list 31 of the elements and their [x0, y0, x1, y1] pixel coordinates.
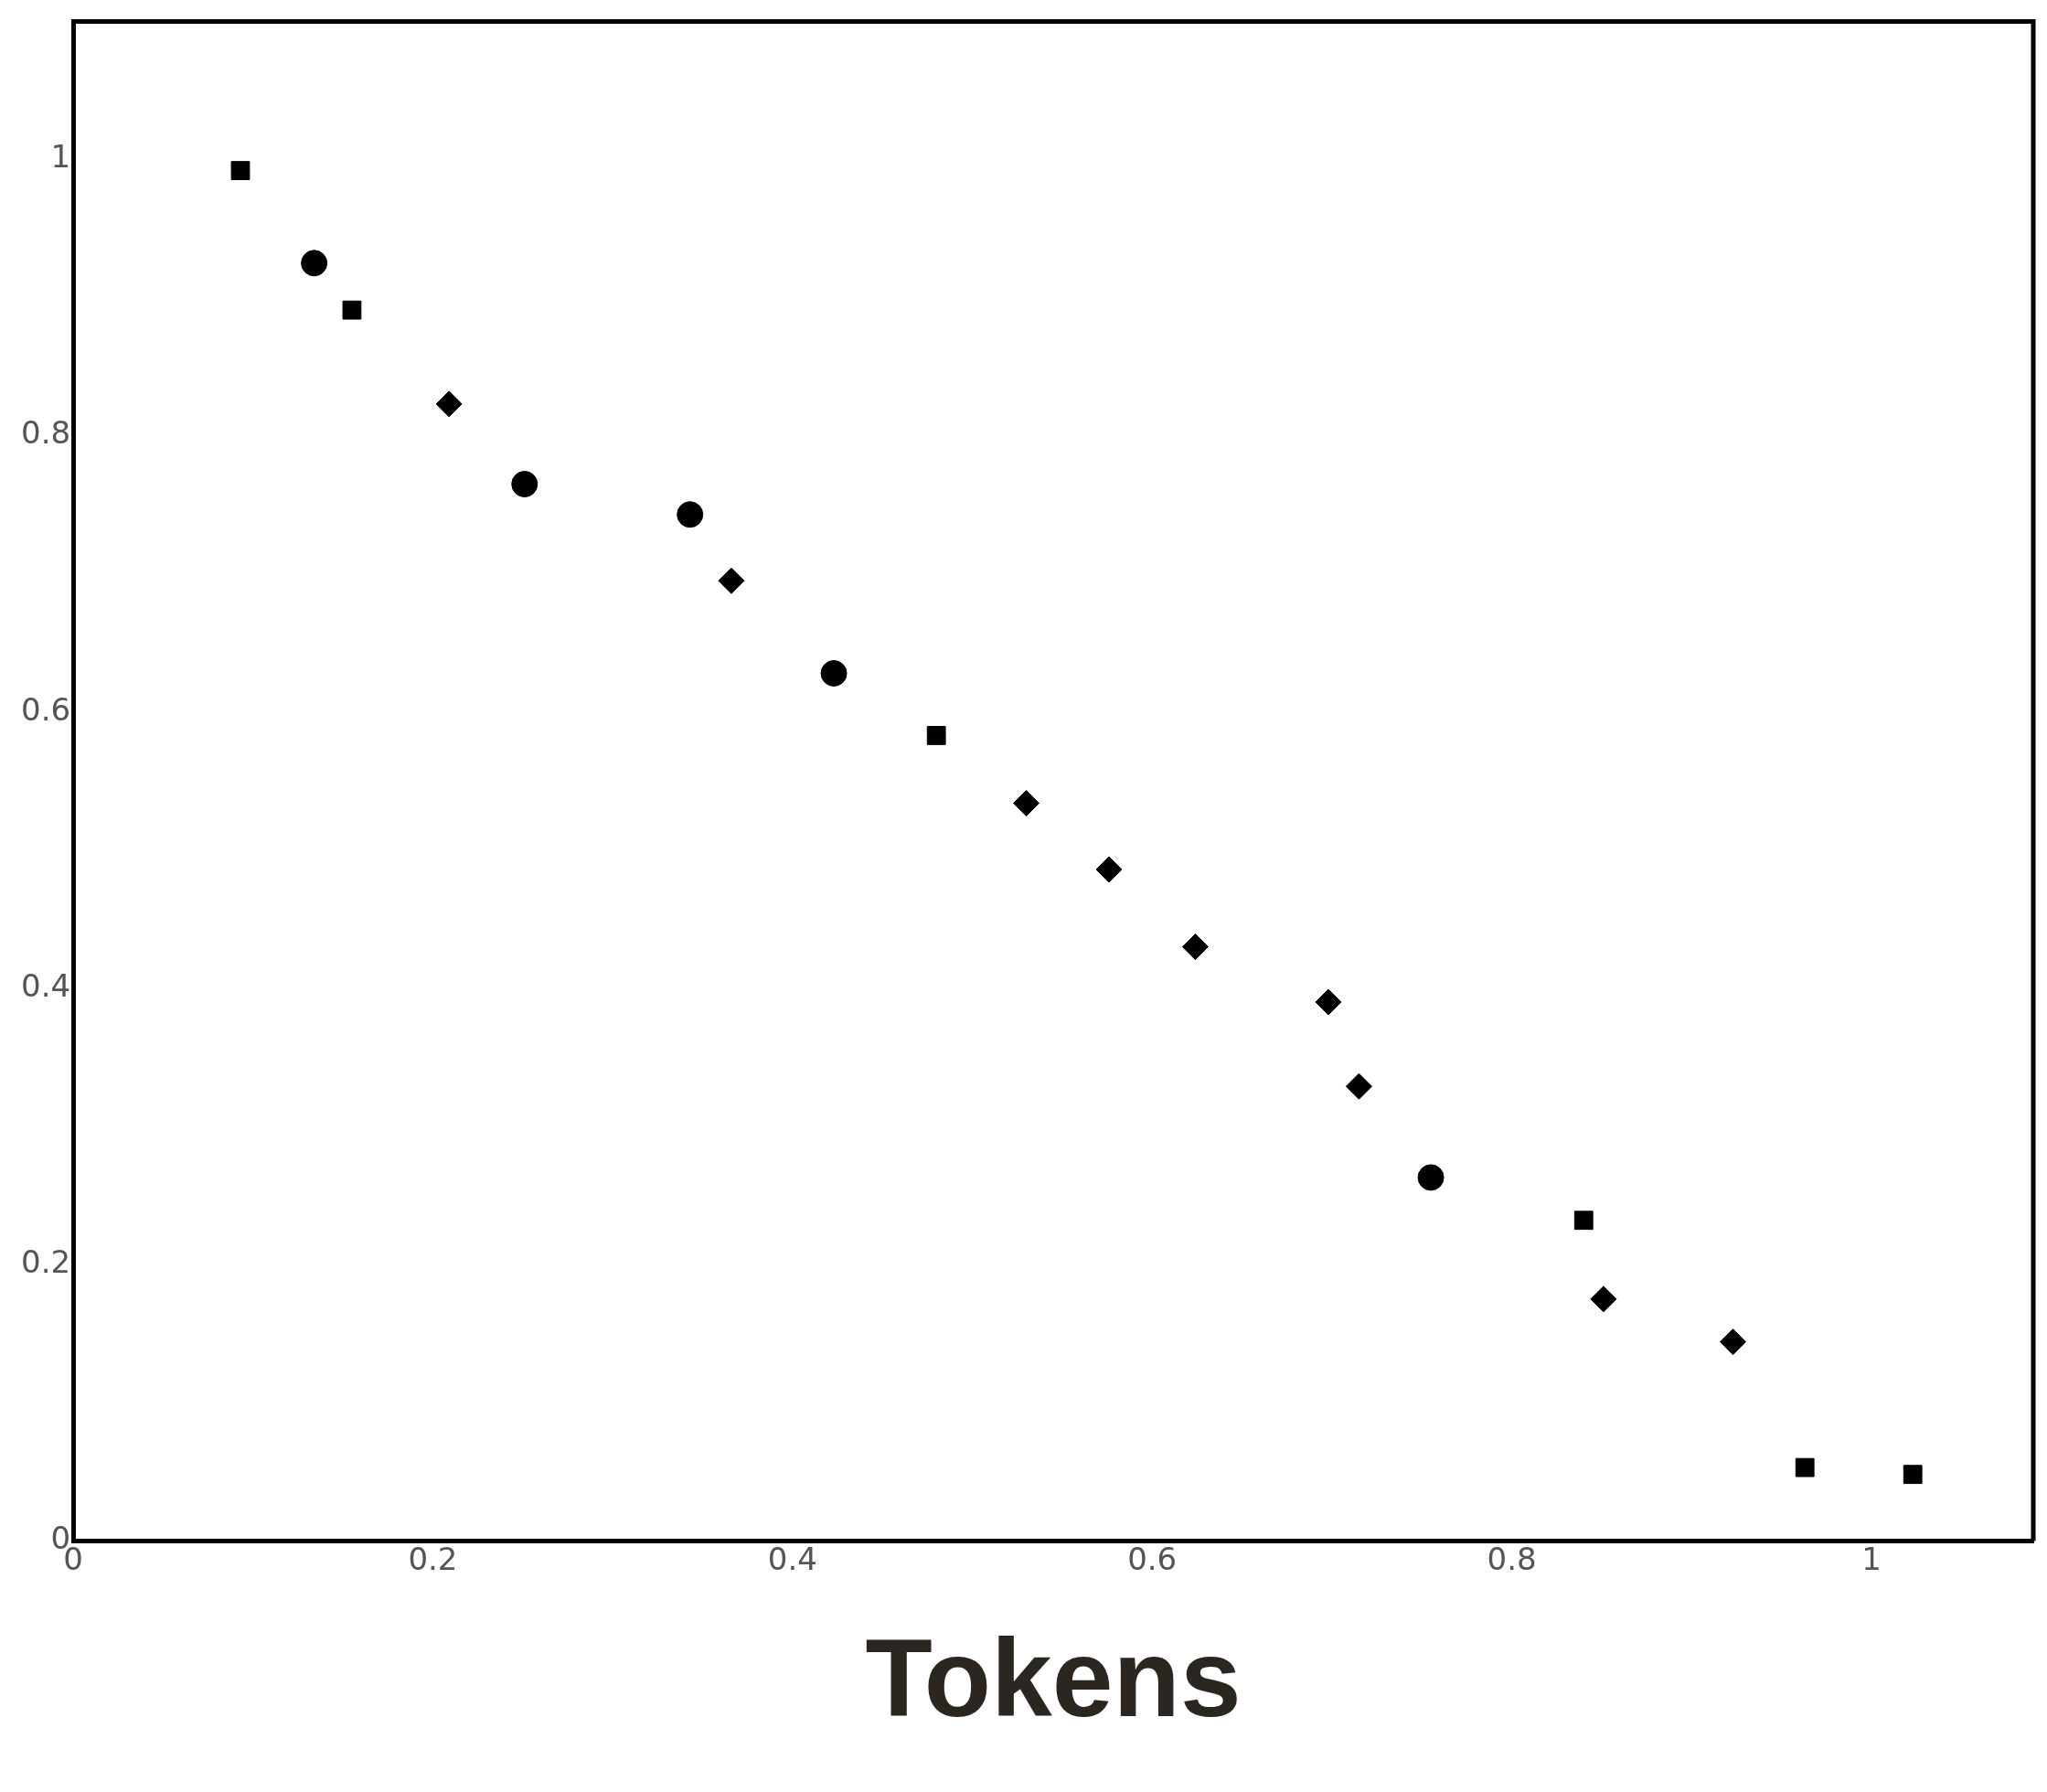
y-tick-label: 0.8 [20, 414, 71, 452]
point [1903, 1465, 1923, 1485]
point [1590, 1285, 1617, 1313]
point [1181, 933, 1209, 961]
point [926, 726, 946, 745]
point [1795, 1457, 1815, 1477]
point [301, 250, 328, 277]
point [1013, 789, 1040, 816]
point [1720, 1328, 1747, 1356]
point [677, 501, 704, 528]
point [1315, 988, 1342, 1016]
point [511, 470, 538, 497]
x-tick-label: 0.2 [408, 1541, 458, 1578]
x-tick-label: 0.4 [767, 1541, 817, 1578]
point [718, 567, 745, 594]
x-tick-label: 0.6 [1127, 1541, 1178, 1578]
point [1345, 1072, 1372, 1100]
y-tick-label: 0.4 [20, 966, 71, 1004]
point [342, 300, 362, 320]
y-tick-label: 0.2 [20, 1243, 71, 1280]
x-axis-title: Tokens [865, 1616, 1242, 1740]
x-tick-label: 1 [1861, 1541, 1882, 1578]
x-tick-label: 0.8 [1487, 1541, 1537, 1578]
point [1417, 1164, 1445, 1191]
y-tick-label: 0.6 [20, 690, 71, 728]
point [1095, 856, 1123, 883]
point [435, 390, 463, 418]
y-tick-label: 1 [50, 138, 71, 176]
point [230, 161, 251, 180]
point [1573, 1211, 1594, 1231]
point [820, 659, 848, 687]
